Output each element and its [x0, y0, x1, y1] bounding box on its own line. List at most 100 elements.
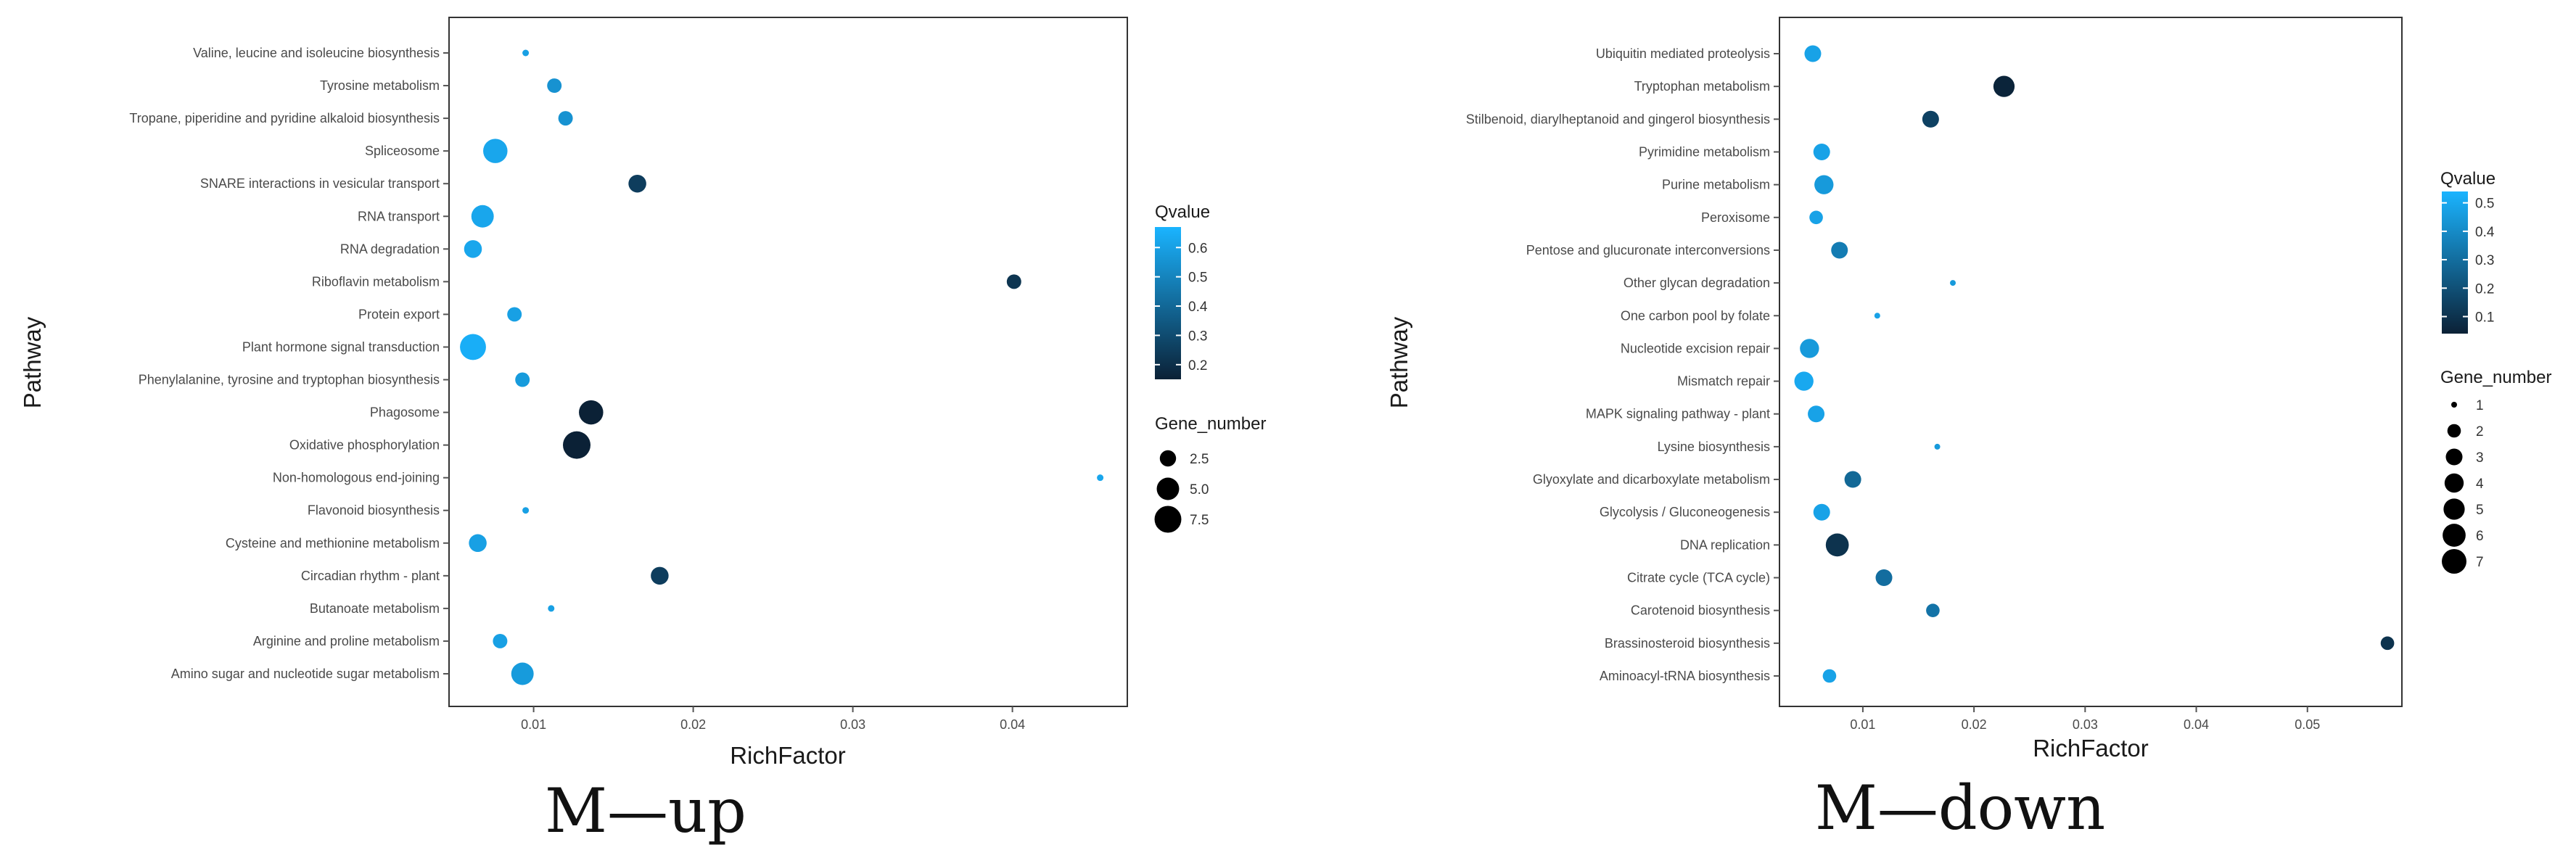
x-ticks: 0.01 0.02 0.03 0.04 0.05	[1850, 706, 2320, 732]
gene-number-legend-items: 1 2 3 4 5 6 7	[2442, 398, 2484, 574]
qvalue-colorbar-ticks: 0.6 0.5 0.4 0.3 0.2	[1155, 241, 1208, 374]
panel-m-down: Ubiquitin mediated proteolysis Tryptophan…	[1386, 17, 2551, 843]
y-tick-label: Valine, leucine and isoleucine biosynthe…	[193, 46, 440, 60]
y-tick-label: Glycolysis / Gluconeogenesis	[1600, 505, 1770, 519]
size-legend-dot	[2447, 424, 2461, 438]
data-point	[1934, 443, 1941, 450]
gene-number-legend-items: 2.5 5.0 7.5	[1154, 450, 1209, 533]
x-tick-label: 0.02	[1962, 717, 1987, 732]
y-tick-label: Purine metabolism	[1662, 178, 1770, 192]
data-point	[1813, 503, 1830, 521]
y-tick-label: Aminoacyl-tRNA biosynthesis	[1600, 669, 1770, 683]
panel-caption: M—up	[545, 775, 746, 846]
x-tick-label: 0.03	[840, 717, 865, 732]
y-tick-label: Butanoate metabolism	[310, 601, 440, 616]
y-tick-label: Circadian rhythm - plant	[301, 569, 440, 583]
y-tick-label: Flavonoid biosynthesis	[308, 503, 440, 518]
y-tick-label: Tryptophan metabolism	[1634, 79, 1770, 94]
size-legend-label: 5.0	[1190, 482, 1209, 498]
x-axis-title: RichFactor	[730, 742, 846, 769]
data-point	[1822, 669, 1837, 683]
colorbar-tick-label: 0.5	[1188, 271, 1207, 286]
data-point	[1874, 313, 1880, 319]
data-point	[548, 605, 555, 612]
y-tick-label: Citrate cycle (TCA cycle)	[1627, 571, 1770, 585]
data-point	[1804, 45, 1822, 62]
x-tick-label: 0.04	[2184, 717, 2209, 732]
size-legend-dot	[2445, 448, 2463, 466]
y-tick-label: One carbon pool by folate	[1621, 308, 1770, 323]
panel-caption: M—down	[1815, 772, 2105, 843]
data-point	[1825, 533, 1849, 557]
y-tick-label: Other glycan degradation	[1624, 276, 1770, 290]
data-point	[628, 174, 646, 193]
data-point	[1875, 569, 1893, 587]
size-legend-dot	[2444, 473, 2464, 493]
y-tick-label: Glyoxylate and dicarboxylate metabolism	[1533, 472, 1770, 487]
x-ticks: 0.01 0.02 0.03 0.04	[521, 706, 1025, 732]
qvalue-legend: Qvalue 0.6 0.5 0.4 0.3 0.2	[1155, 202, 1210, 379]
y-tick-label: RNA transport	[358, 209, 440, 223]
gene-number-legend: Gene_number 1 2 3 4 5 6 7	[2440, 368, 2551, 574]
y-tick-label: Phagosome	[370, 405, 440, 420]
x-axis-title: RichFactor	[2033, 735, 2149, 762]
size-legend-label: 5	[2476, 503, 2484, 518]
data-point	[579, 400, 604, 425]
y-tick-label: RNA degradation	[340, 242, 440, 256]
y-tick-label: Carotenoid biosynthesis	[1631, 603, 1770, 618]
colorbar-tick-label: 0.2	[1188, 358, 1207, 374]
data-point	[1097, 474, 1104, 482]
y-tick-label: Pentose and glucuronate interconversions	[1526, 243, 1770, 257]
data-point	[507, 307, 522, 322]
y-tick-label: Spliceosome	[365, 144, 440, 158]
size-legend-label: 2.5	[1190, 452, 1209, 467]
qvalue-colorbar	[2442, 191, 2468, 334]
size-legend-dot	[1154, 506, 1182, 533]
data-point	[1926, 603, 1940, 617]
y-axis-title: Pathway	[19, 316, 46, 408]
gene-number-legend-title: Gene_number	[2440, 368, 2551, 387]
colorbar-tick-label: 0.5	[2475, 197, 2494, 212]
y-tick-label: Tropane, piperidine and pyridine alkaloi…	[129, 111, 440, 125]
data-point	[515, 372, 530, 387]
qvalue-legend-title: Qvalue	[1155, 202, 1210, 222]
colorbar-tick-label: 0.1	[2475, 310, 2494, 325]
plot-border	[448, 17, 1128, 707]
y-tick-label: Phenylalanine, tyrosine and tryptophan b…	[139, 373, 440, 387]
data-point	[1800, 339, 1819, 358]
size-legend-dot	[2443, 524, 2466, 547]
size-legend-label: 4	[2476, 477, 2484, 492]
qvalue-colorbar-ticks: 0.5 0.4 0.3 0.2 0.1	[2442, 197, 2495, 325]
y-tick-label: MAPK signaling pathway - plant	[1586, 407, 1770, 421]
y-tick-label: Cysteine and methionine metabolism	[226, 536, 440, 550]
data-point	[1831, 242, 1848, 259]
data-point	[483, 139, 508, 163]
size-legend-dot	[2443, 498, 2465, 520]
x-tick-label: 0.01	[1850, 717, 1875, 732]
colorbar-tick-label: 0.4	[1188, 300, 1208, 315]
y-tick-label: Riboflavin metabolism	[312, 274, 440, 289]
size-legend-dot	[2451, 402, 2457, 408]
data-point	[1950, 280, 1956, 286]
data-point	[563, 431, 590, 459]
y-axis-title: Pathway	[1386, 316, 1412, 408]
x-tick-label: 0.05	[2295, 717, 2320, 732]
x-tick-label: 0.02	[680, 717, 706, 732]
size-legend-label: 6	[2476, 529, 2484, 544]
qvalue-colorbar	[1155, 227, 1181, 379]
size-legend-label: 2	[2476, 424, 2484, 440]
data-point	[493, 633, 508, 648]
gene-number-legend-title: Gene_number	[1155, 414, 1266, 434]
colorbar-tick-label: 0.4	[2475, 225, 2495, 240]
data-point	[1814, 175, 1834, 194]
y-tick-label: Plant hormone signal transduction	[242, 339, 440, 354]
data-point	[1006, 274, 1021, 289]
y-tick-label: Nucleotide excision repair	[1621, 341, 1770, 355]
data-point	[1794, 371, 1814, 391]
size-legend-dot	[1159, 450, 1177, 467]
size-legend-label: 7	[2476, 555, 2484, 570]
plot-border	[1779, 17, 2403, 707]
size-legend-label: 1	[2476, 398, 2484, 413]
x-tick-label: 0.04	[1000, 717, 1025, 732]
